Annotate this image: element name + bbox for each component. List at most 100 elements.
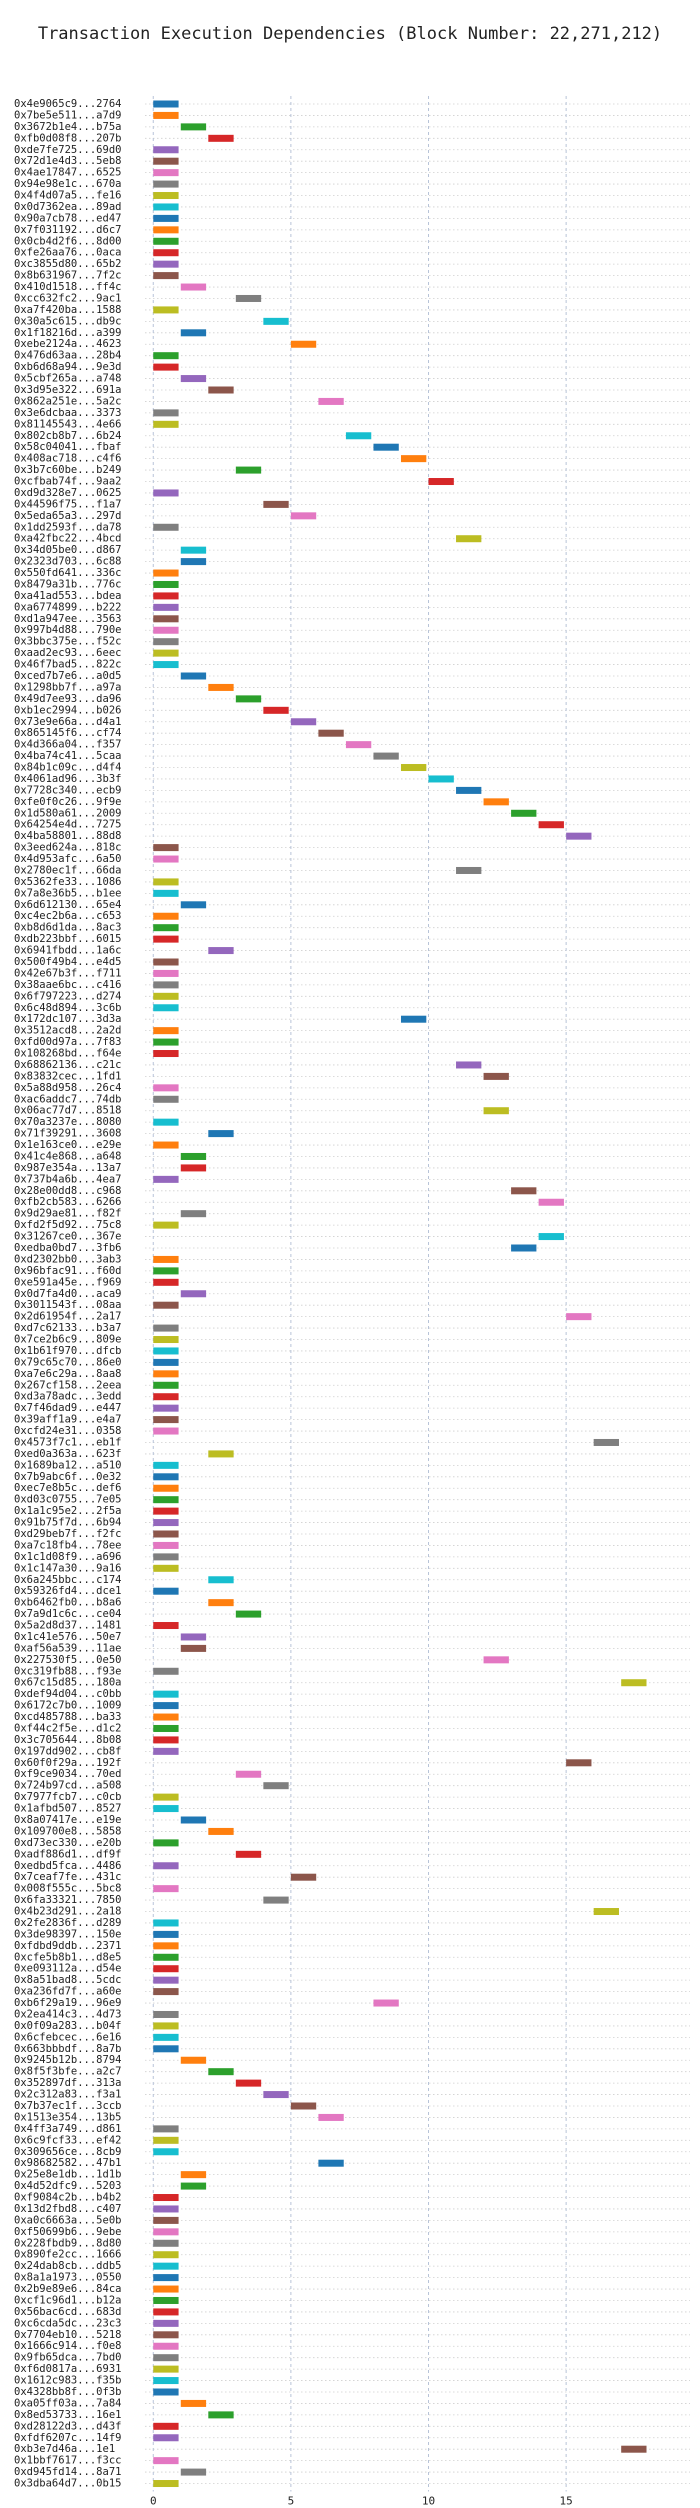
y-tick-label: 0xb1ec2994...b026 [14,704,121,716]
bar [538,1233,564,1241]
y-tick-label: 0x34d05be0...d867 [14,544,121,556]
bar [153,1427,179,1435]
y-tick-label: 0x7b9abc6f...0e32 [14,1471,121,1483]
bar [153,878,179,886]
bar [153,1930,179,1938]
bar [153,958,179,966]
bar [153,1484,179,1492]
y-tick-label: 0x79c65c70...86e0 [14,1356,121,1368]
bar [290,512,317,520]
bar [153,1988,179,1996]
bar [153,924,179,932]
y-tick-label: 0xf44c2f5e...d1c2 [14,1722,121,1734]
bar [153,363,179,371]
bar [153,214,179,222]
bar [153,569,179,577]
bar [208,947,234,955]
bar [153,1885,179,1893]
y-tick-label: 0x228fbdb9...8d80 [14,2237,121,2249]
bar [153,969,179,977]
y-tick-label: 0xfb2cb583...6266 [14,1196,121,1208]
y-tick-label: 0x7be5e511...a7d9 [14,109,121,121]
y-tick-label: 0x49d7ee93...da96 [14,693,121,705]
bar [153,2148,179,2156]
bar [153,1004,179,1012]
y-tick-label: 0x1dd2593f...da78 [14,521,121,533]
y-tick-label: 0x1bbf7617...f3cc [14,2455,121,2467]
y-tick-label: 0x0cb4d2f6...8d00 [14,235,121,247]
y-tick-label: 0x84b1c09c...d4f4 [14,762,121,774]
y-tick-label: 0x4f4d07a5...fe16 [14,190,121,202]
y-tick-label: 0xa05ff03a...7a84 [14,2397,121,2409]
y-tick-label: 0x41c4e868...a648 [14,1150,121,1162]
y-tick-label: 0xe591a45e...f969 [14,1276,121,1288]
bar [153,1416,179,1424]
x-tick-label: 15 [560,2495,573,2508]
bar [153,2125,179,2133]
y-tick-label: 0xd3a78adc...3edd [14,1391,121,1403]
y-tick-label: 0x31267ce0...367e [14,1231,121,1243]
y-tick-label: 0x008f555c...5bc8 [14,1883,121,1895]
y-tick-label: 0x5eda65a3...297d [14,510,121,522]
bar [153,2136,179,2144]
y-tick-label: 0x109700e8...5858 [14,1825,121,1837]
y-tick-label: 0x3c705644...8b08 [14,1734,121,1746]
bar [208,1576,234,1584]
y-tick-label: 0x83832cec...1fd1 [14,1070,121,1082]
x-tick-label: 10 [422,2495,435,2508]
y-tick-label: 0x9d29ae81...f82f [14,1208,121,1220]
bar [538,1198,564,1206]
bar [153,2228,179,2236]
y-tick-label: 0x5a2d8d37...1481 [14,1620,121,1632]
bar [318,397,344,405]
bar [483,1656,509,1664]
bar [153,1747,179,1755]
bar [318,2159,344,2167]
y-tick-label: 0x6f797223...d274 [14,990,121,1002]
bar [153,2422,179,2430]
bar [153,1404,179,1412]
y-tick-label: 0x1612c983...f35b [14,2375,121,2387]
y-tick-label: 0x410d1518...ff4c [14,281,121,293]
bar [208,134,234,142]
bar [153,889,179,897]
bar [153,1736,179,1744]
y-tick-label: 0xaf56a539...11ae [14,1642,121,1654]
y-tick-label: 0x5cbf265a...a748 [14,373,121,385]
bar [483,1072,509,1080]
bar [153,649,179,657]
y-tick-label: 0xa236fd7f...a60e [14,1986,121,1998]
y-tick-label: 0xcfe5b8b1...d8e5 [14,1951,121,1963]
y-tick-label: 0x3b7c60be...b249 [14,464,121,476]
bar [153,100,179,108]
y-tick-label: 0x227530f5...0e50 [14,1654,121,1666]
bar [153,1507,179,1515]
bar [180,901,207,909]
y-tick-label: 0x550fd641...336c [14,567,121,579]
bar [153,489,179,497]
y-tick-label: 0xb6462fb0...b8a6 [14,1597,121,1609]
y-tick-label: 0x4e9065c9...2764 [14,98,121,110]
bar [153,1622,179,1630]
bar [153,2388,179,2396]
bar [180,1644,207,1652]
bar [153,2457,179,2465]
bar [153,2377,179,2385]
y-tick-label: 0x7f031192...d6c7 [14,224,121,236]
y-tick-label: 0x1e163ce0...e29e [14,1139,121,1151]
bar [428,775,454,783]
y-tick-label: 0x3eed624a...818c [14,842,121,854]
bar [208,2068,234,2076]
y-tick-label: 0x4d52dfc9...5203 [14,2180,121,2192]
bar [153,935,179,943]
y-tick-label: 0x8ed53733...16e1 [14,2409,121,2421]
bar [153,2365,179,2373]
bar [208,2411,234,2419]
bar [153,1038,179,1046]
bar [153,1278,179,1286]
y-tick-label: 0x4b23d291...2a18 [14,1906,121,1918]
y-tick-label: 0xfdf6207c...14f9 [14,2432,121,2444]
y-tick-label: 0x6a245bbc...c174 [14,1574,121,1586]
bar [153,992,179,1000]
bar [428,478,454,486]
